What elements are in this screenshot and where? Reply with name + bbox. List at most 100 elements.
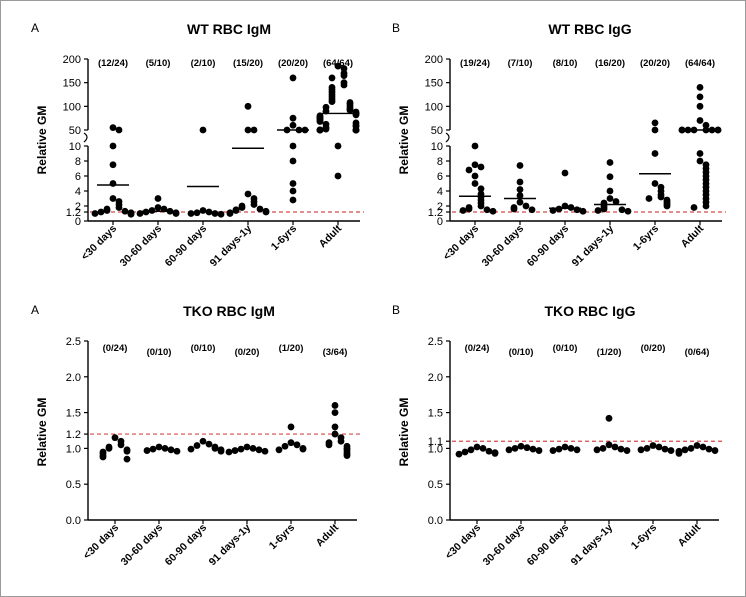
positive-count-label: (8/10) [553, 58, 578, 69]
data-point [573, 206, 581, 214]
data-point [109, 124, 117, 132]
y-tick-label: 100 [63, 101, 81, 113]
data-point [561, 443, 569, 451]
data-point [567, 204, 575, 211]
positive-count-label: (20/20) [640, 58, 670, 69]
y-tick-label: 1.5 [428, 408, 443, 420]
data-point [651, 180, 659, 187]
y-tick-label: 2.0 [66, 372, 81, 384]
data-point [193, 442, 201, 449]
data-point [606, 173, 614, 181]
data-point [199, 437, 207, 445]
positive-count-label: (15/20) [233, 58, 263, 69]
data-point [455, 450, 463, 458]
x-tick-label: 1-6yrs [629, 522, 659, 552]
x-tick-label: 91 days-1y [570, 223, 617, 270]
data-point [516, 186, 524, 193]
data-point [250, 201, 258, 208]
data-point [205, 440, 213, 448]
data-point [651, 119, 659, 127]
data-point [281, 442, 289, 450]
data-point [243, 443, 251, 451]
data-point [606, 187, 614, 195]
y-tick-label: 4 [75, 186, 81, 198]
data-point [225, 448, 233, 456]
data-point [477, 163, 485, 171]
x-tick-label: <30 days [79, 223, 119, 263]
positive-count-label: (12/24) [98, 58, 128, 69]
data-point [511, 445, 519, 452]
data-point [316, 118, 324, 125]
positive-count-label: (0/10) [509, 347, 534, 358]
x-tick-label: 60-90 days [163, 223, 210, 270]
data-point [289, 114, 297, 122]
positive-count-label: (20/20) [278, 58, 308, 69]
data-point [711, 447, 719, 454]
positive-count-label: (0/64) [685, 347, 710, 358]
data-point [352, 111, 360, 119]
data-point [465, 205, 473, 213]
y-tick-label: 50 [69, 125, 81, 137]
data-point [287, 439, 295, 447]
data-point [516, 178, 524, 186]
data-point [529, 445, 537, 453]
data-point [523, 444, 531, 452]
data-point [618, 206, 626, 214]
data-point [249, 445, 257, 452]
y-tick-label: 6 [75, 171, 81, 183]
data-point [667, 447, 675, 454]
chart-title: TKO RBC IgM [183, 303, 275, 319]
data-point [352, 126, 360, 134]
panel-label: B [392, 303, 400, 317]
data-point [148, 207, 156, 214]
positive-count-label: (0/10) [147, 347, 172, 358]
y-tick-label: 2.5 [428, 336, 443, 348]
data-point [483, 206, 491, 214]
x-tick-label: <30 days [441, 223, 481, 263]
data-point [334, 142, 342, 150]
y-tick-label: 100 [425, 101, 443, 113]
data-point [516, 198, 524, 206]
data-point [696, 117, 704, 124]
x-tick-label: 91 days-1y [208, 223, 255, 270]
data-point [238, 204, 246, 211]
data-point [657, 193, 665, 201]
data-point [289, 121, 297, 129]
data-point [325, 441, 333, 449]
y-tick-label: 0.5 [66, 479, 81, 491]
data-point [340, 81, 348, 89]
y-tick-label: 200 [425, 54, 443, 66]
data-point [606, 195, 614, 202]
x-tick-label: 30-60 days [118, 223, 165, 270]
data-point [161, 445, 169, 452]
x-tick-label: 30-60 days [119, 522, 166, 569]
data-point [111, 434, 119, 442]
positive-count-label: (1/20) [597, 347, 622, 358]
data-point [293, 441, 301, 449]
x-tick-label: 1-6yrs [631, 223, 661, 253]
data-point [289, 187, 297, 195]
data-point [237, 445, 245, 453]
y-tick-label: 8 [437, 156, 443, 168]
data-point [211, 445, 219, 452]
positive-count-label: (5/10) [146, 58, 171, 69]
data-point [573, 446, 581, 454]
x-tick-label: 60-90 days [525, 522, 572, 569]
data-point [555, 205, 563, 213]
panel-label: B [392, 21, 400, 35]
y-axis-label: Relative GM [397, 398, 411, 467]
data-point [461, 448, 469, 456]
data-point [331, 423, 339, 431]
data-point [109, 195, 117, 202]
y-tick-label: 2.5 [66, 336, 81, 348]
y-tick-label: 0 [437, 216, 443, 228]
y-tick-label: 10 [69, 141, 81, 153]
data-point [217, 447, 225, 455]
y-tick-label: 1.0 [428, 443, 443, 455]
data-point [605, 441, 613, 449]
data-point [623, 447, 631, 454]
data-point [99, 453, 107, 461]
chart-title: WT RBC IgG [548, 21, 631, 37]
data-point [477, 202, 485, 210]
